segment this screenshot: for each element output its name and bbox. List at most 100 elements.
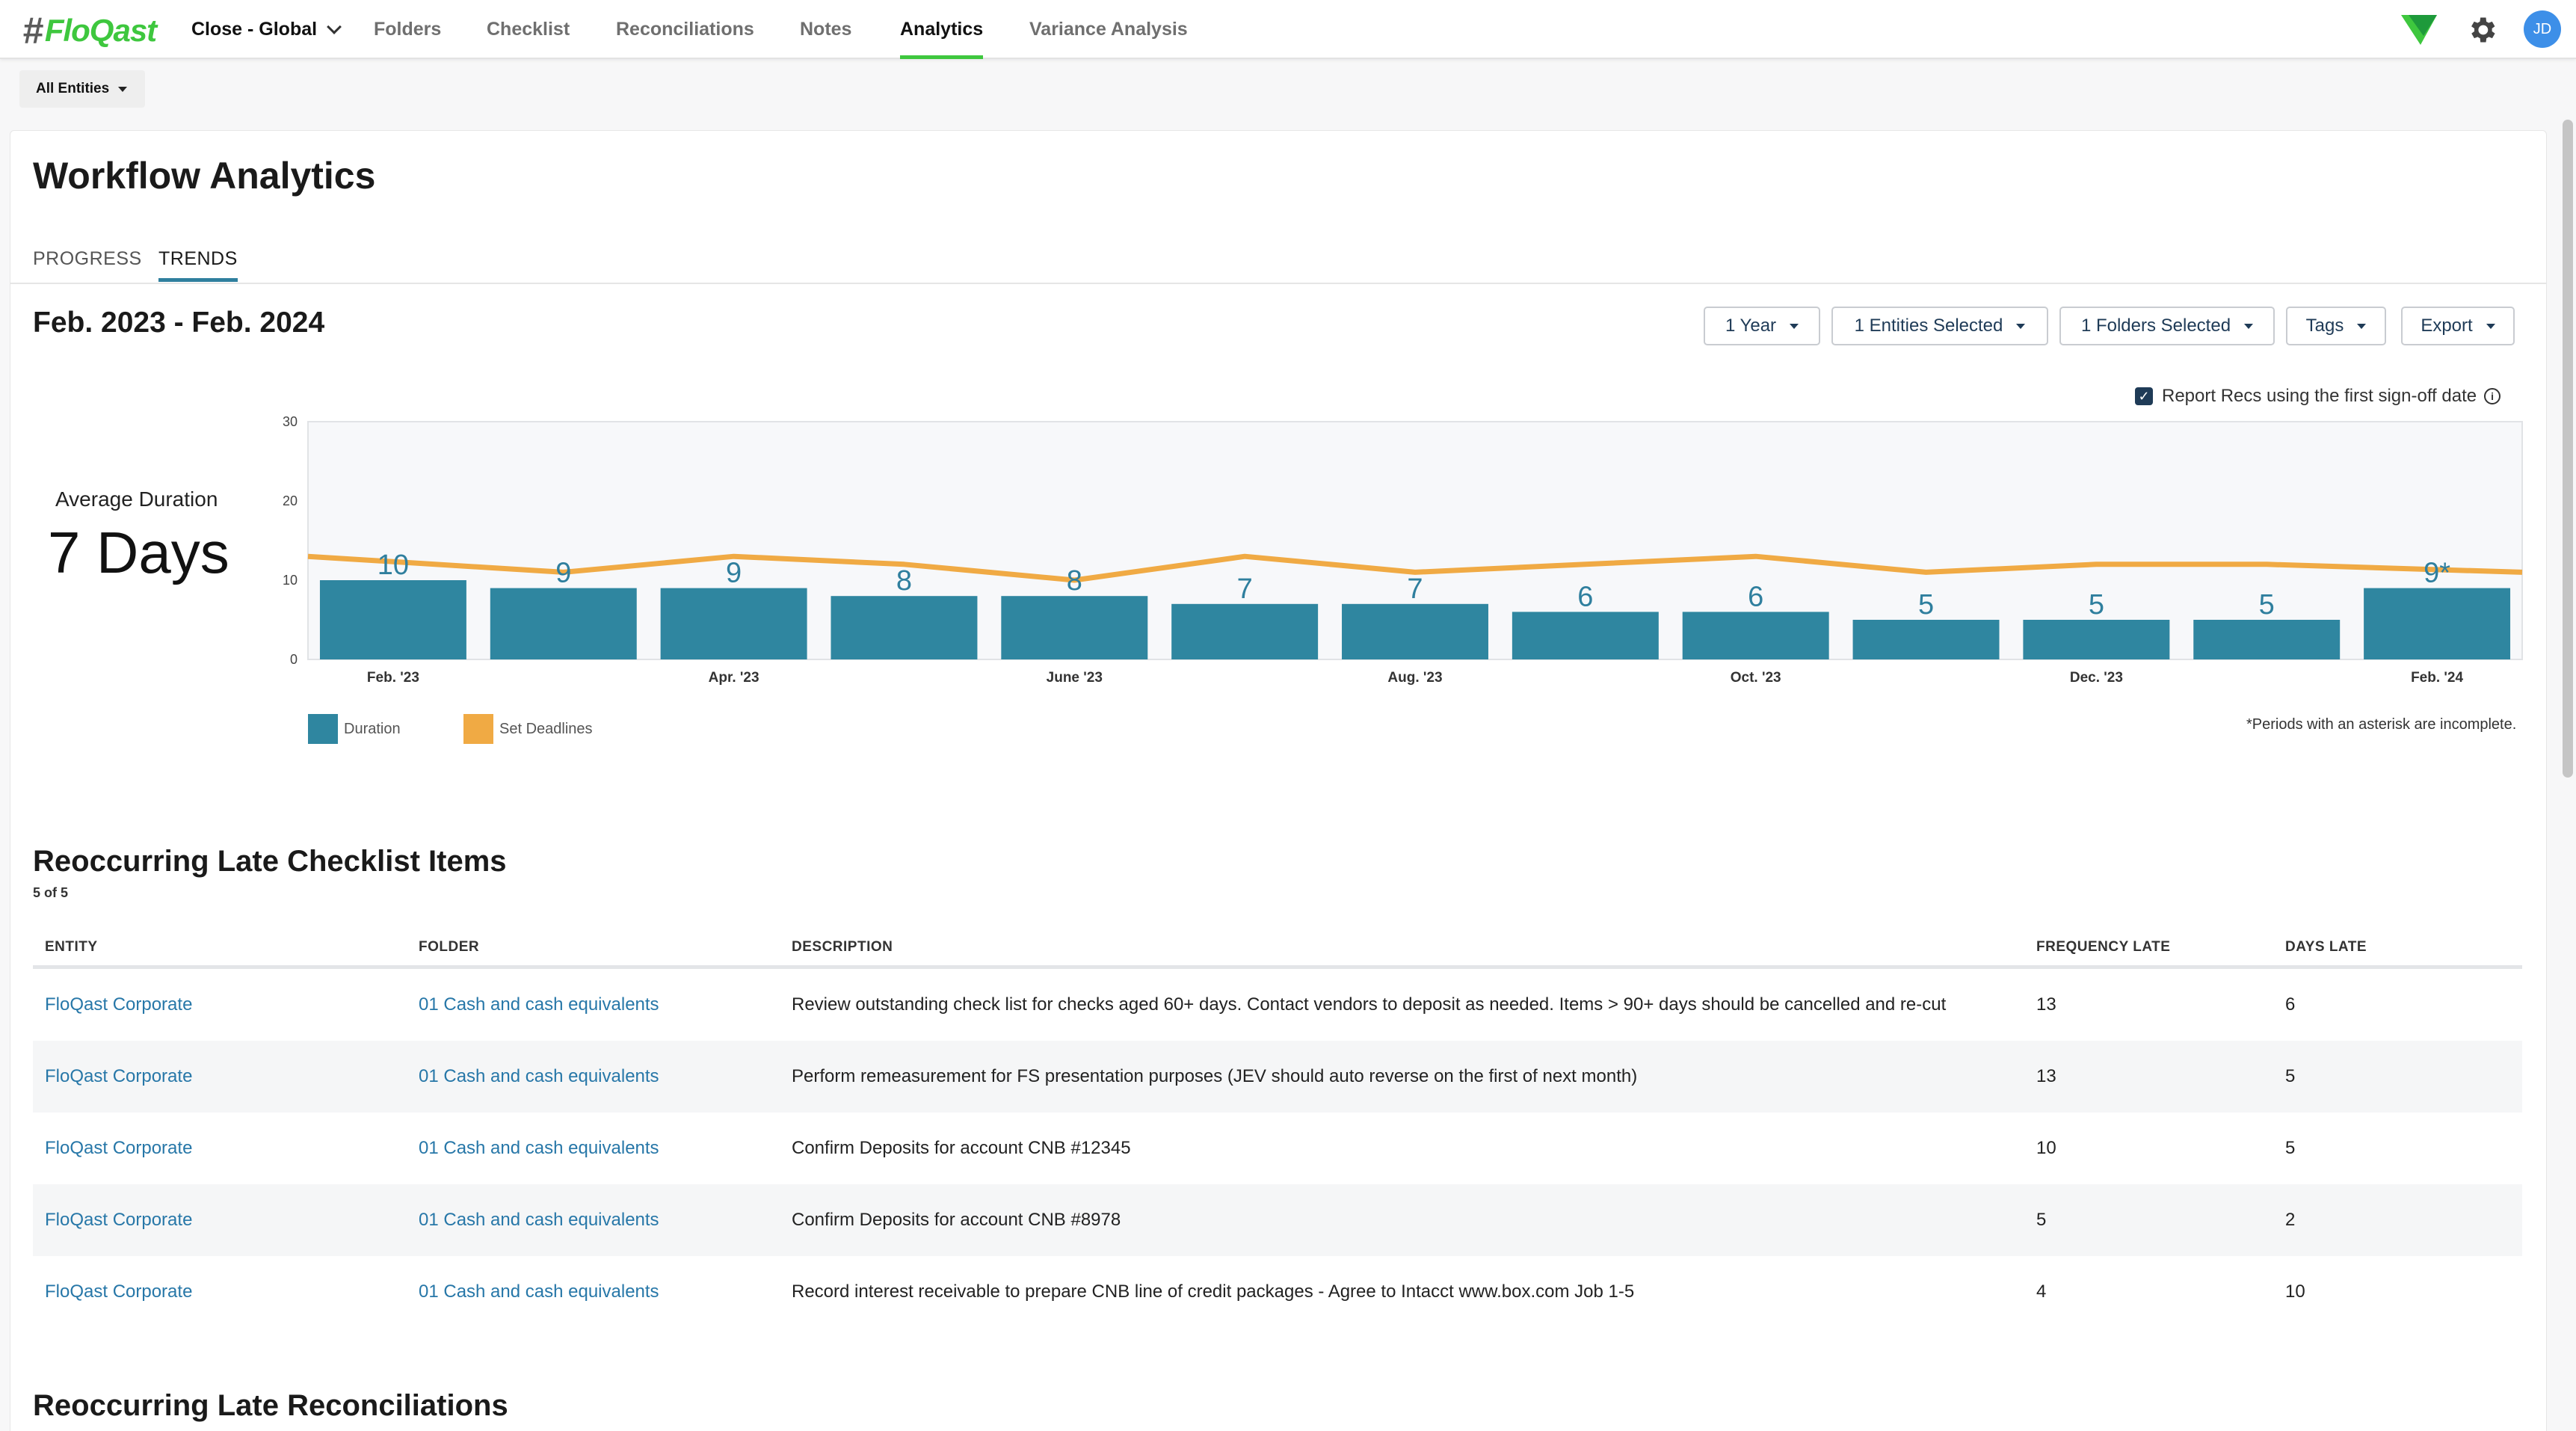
floqast-check-icon[interactable] bbox=[2401, 13, 2437, 46]
description-cell: Perform remeasurement for FS presentatio… bbox=[792, 1066, 1638, 1086]
folder-link[interactable]: 01 Cash and cash equivalents bbox=[419, 1066, 659, 1086]
duration-bar bbox=[1682, 612, 1829, 659]
folder-link[interactable]: 01 Cash and cash equivalents bbox=[419, 1281, 659, 1302]
caret-down-icon bbox=[118, 86, 128, 92]
chart-footnote: *Periods with an asterisk are incomplete… bbox=[2246, 716, 2517, 733]
frequency-late-cell: 10 bbox=[2036, 1138, 2056, 1158]
x-tick-label: Aug. '23 bbox=[1387, 670, 1442, 686]
export-button[interactable]: Export bbox=[2401, 307, 2515, 345]
nav-notes[interactable]: Notes bbox=[800, 19, 852, 40]
folders-filter-button[interactable]: 1 Folders Selected bbox=[2059, 307, 2275, 345]
tab-trends[interactable]: TRENDS bbox=[158, 248, 238, 282]
frequency-late-cell: 5 bbox=[2036, 1210, 2047, 1230]
table-row: FloQast Corporate 01 Cash and cash equiv… bbox=[33, 1113, 2522, 1184]
late-checklist-table: ENTITY FOLDER DESCRIPTION FREQUENCY LATE… bbox=[33, 927, 2522, 1328]
tags-filter-button[interactable]: Tags bbox=[2286, 307, 2386, 345]
caret-down-icon bbox=[2357, 323, 2367, 329]
folder-link[interactable]: 01 Cash and cash equivalents bbox=[419, 994, 659, 1015]
duration-bar bbox=[660, 588, 807, 659]
caret-down-icon bbox=[2244, 323, 2254, 329]
days-late-cell: 5 bbox=[2285, 1138, 2296, 1158]
column-header-days-late[interactable]: DAYS LATE bbox=[2285, 939, 2367, 955]
duration-bar bbox=[1852, 620, 2000, 659]
nav-variance-analysis[interactable]: Variance Analysis bbox=[1029, 19, 1188, 40]
entity-link[interactable]: FloQast Corporate bbox=[45, 1066, 193, 1086]
y-tick-label: 20 bbox=[283, 493, 298, 508]
entity-link[interactable]: FloQast Corporate bbox=[45, 1210, 193, 1230]
duration-data-label: 5 bbox=[1918, 589, 1934, 621]
table-row: FloQast Corporate 01 Cash and cash equiv… bbox=[33, 1041, 2522, 1113]
entity-link[interactable]: FloQast Corporate bbox=[45, 1138, 193, 1158]
page-scrollbar[interactable] bbox=[2563, 120, 2573, 778]
description-cell: Review outstanding check list for checks… bbox=[792, 994, 1947, 1015]
duration-bar bbox=[1171, 603, 1319, 659]
all-entities-label: All Entities bbox=[36, 81, 110, 96]
y-tick-label: 10 bbox=[283, 573, 298, 588]
table-row: FloQast Corporate 01 Cash and cash equiv… bbox=[33, 969, 2522, 1041]
legend-label-set-deadlines: Set Deadlines bbox=[499, 720, 593, 737]
caret-down-icon bbox=[2016, 323, 2026, 329]
duration-data-label: 8 bbox=[1067, 565, 1082, 597]
folder-link[interactable]: 01 Cash and cash equivalents bbox=[419, 1138, 659, 1158]
gear-icon[interactable] bbox=[2465, 13, 2498, 46]
column-header-folder[interactable]: FOLDER bbox=[419, 939, 480, 955]
nav-analytics[interactable]: Analytics bbox=[900, 0, 984, 59]
caret-down-icon bbox=[2486, 323, 2495, 329]
duration-data-label: 6 bbox=[1748, 581, 1763, 612]
late-checklist-title: Reoccurring Late Checklist Items bbox=[33, 845, 507, 878]
legend-swatch-duration bbox=[308, 714, 338, 744]
period-filter-button[interactable]: 1 Year bbox=[1704, 307, 1820, 345]
column-header-entity[interactable]: ENTITY bbox=[45, 939, 98, 955]
tags-filter-label: Tags bbox=[2305, 316, 2344, 336]
frequency-late-cell: 13 bbox=[2036, 1066, 2056, 1086]
tab-progress[interactable]: PROGRESS bbox=[33, 248, 142, 269]
entity-link[interactable]: FloQast Corporate bbox=[45, 994, 193, 1015]
floqast-logo[interactable]: # FloQast bbox=[22, 9, 157, 52]
frequency-late-cell: 4 bbox=[2036, 1281, 2047, 1302]
duration-data-label: 9 bbox=[726, 558, 742, 589]
table-row: FloQast Corporate 01 Cash and cash equiv… bbox=[33, 1184, 2522, 1256]
report-recs-option[interactable]: ✓ Report Recs using the first sign-off d… bbox=[2135, 386, 2501, 407]
x-tick-label: Oct. '23 bbox=[1731, 670, 1781, 686]
tab-divider bbox=[10, 283, 2547, 284]
days-late-cell: 10 bbox=[2285, 1281, 2305, 1302]
report-recs-checkbox[interactable]: ✓ bbox=[2135, 387, 2153, 405]
folders-filter-label: 1 Folders Selected bbox=[2080, 316, 2231, 336]
days-late-cell: 2 bbox=[2285, 1210, 2296, 1230]
table-header: ENTITY FOLDER DESCRIPTION FREQUENCY LATE… bbox=[33, 927, 2522, 969]
duration-data-label: 9* bbox=[2424, 558, 2450, 589]
description-cell: Record interest receivable to prepare CN… bbox=[792, 1281, 1635, 1302]
close-selector[interactable]: Close - Global bbox=[191, 0, 342, 59]
nav-reconciliations[interactable]: Reconciliations bbox=[616, 19, 754, 40]
duration-data-label: 7 bbox=[1407, 573, 1423, 605]
report-recs-label: Report Recs using the first sign-off dat… bbox=[2162, 386, 2477, 406]
duration-bar bbox=[2023, 620, 2170, 659]
info-icon[interactable]: i bbox=[2484, 388, 2501, 404]
average-duration-value: 7 Days bbox=[48, 520, 229, 585]
duration-bar bbox=[319, 580, 466, 659]
x-tick-label: Feb. '23 bbox=[367, 670, 419, 686]
user-avatar[interactable]: JD bbox=[2524, 10, 2561, 48]
y-tick-label: 0 bbox=[290, 652, 298, 667]
duration-bar bbox=[1512, 612, 1659, 659]
entities-filter-button[interactable]: 1 Entities Selected bbox=[1831, 307, 2048, 345]
chevron-down-icon bbox=[327, 19, 342, 34]
duration-data-label: 5 bbox=[2089, 589, 2104, 621]
close-selector-label: Close - Global bbox=[191, 19, 318, 40]
folder-link[interactable]: 01 Cash and cash equivalents bbox=[419, 1210, 659, 1230]
x-tick-label: June '23 bbox=[1047, 670, 1103, 686]
column-header-frequency-late[interactable]: FREQUENCY LATE bbox=[2036, 939, 2171, 955]
nav-checklist[interactable]: Checklist bbox=[487, 19, 570, 40]
x-tick-label: Feb. '24 bbox=[2411, 670, 2463, 686]
column-header-description[interactable]: DESCRIPTION bbox=[792, 939, 893, 955]
logo-hash-icon: # bbox=[22, 10, 43, 52]
duration-data-label: 7 bbox=[1237, 573, 1253, 605]
duration-bar bbox=[1342, 603, 1488, 659]
caret-down-icon bbox=[1790, 323, 1799, 329]
nav-folders[interactable]: Folders bbox=[374, 19, 442, 40]
entity-link[interactable]: FloQast Corporate bbox=[45, 1281, 193, 1302]
duration-bar bbox=[2193, 620, 2341, 659]
all-entities-dropdown[interactable]: All Entities bbox=[19, 70, 145, 108]
set-deadlines-line bbox=[307, 553, 2523, 583]
average-duration-label: Average Duration bbox=[55, 487, 218, 511]
